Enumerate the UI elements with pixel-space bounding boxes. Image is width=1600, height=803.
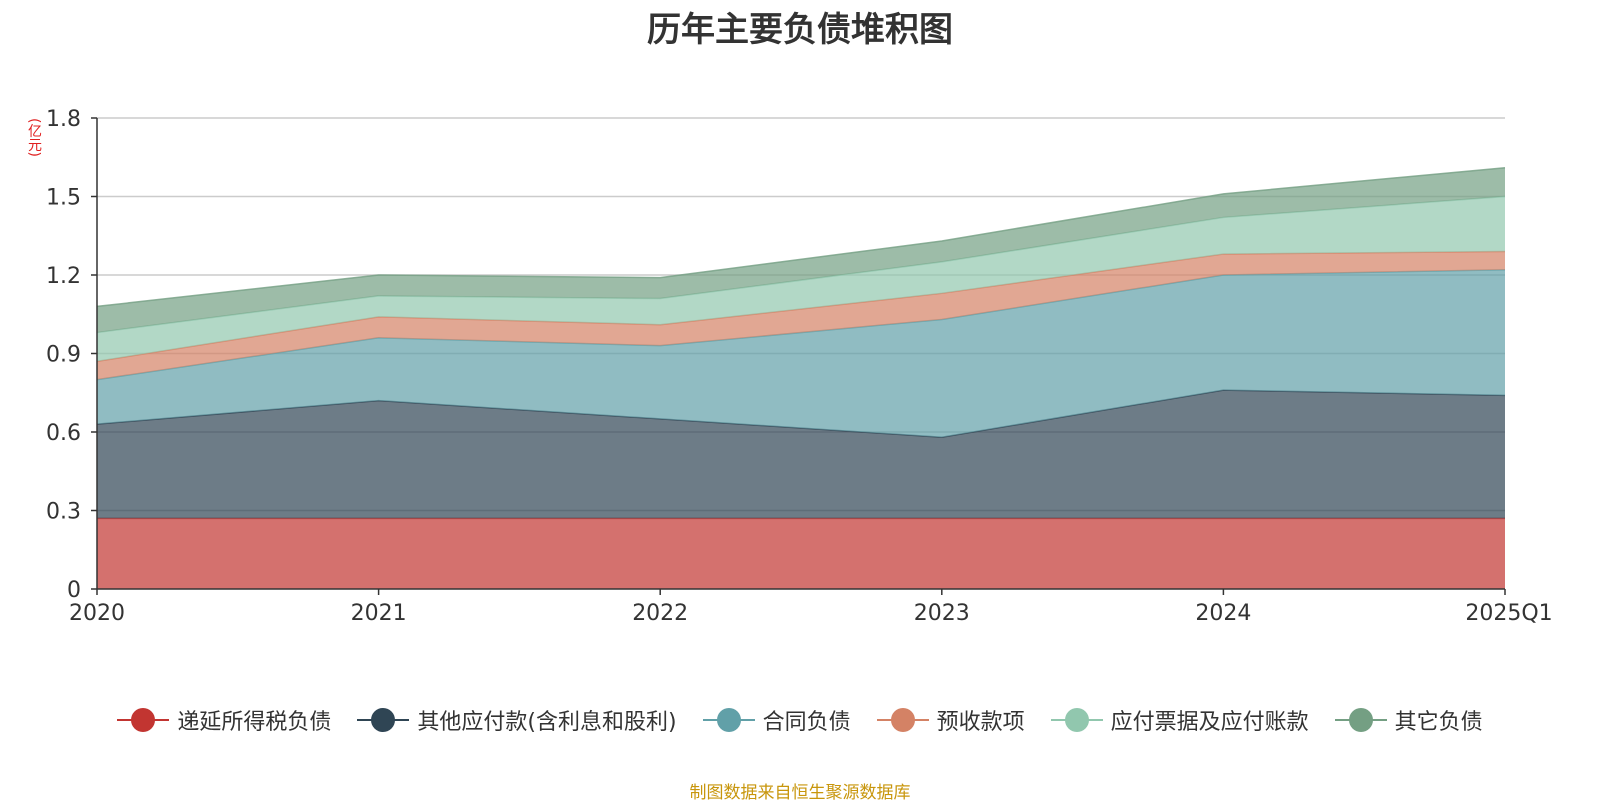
area-layer (96, 166, 1506, 589)
legend-marker-icon (1050, 708, 1103, 732)
legend-label: 合同负债 (762, 710, 851, 735)
x-tick-label: 2020 (69, 601, 125, 626)
y-tick-label: 1.2 (46, 264, 81, 289)
x-tick-label: 2025Q1 (1465, 601, 1552, 626)
legend-item[interactable]: 预收款项 (876, 704, 1025, 736)
chart-title: 历年主要负债堆积图 (647, 10, 953, 50)
area-edge-3 (96, 250, 1506, 363)
legend-label: 其它负债 (1394, 710, 1483, 735)
x-tick-label: 2024 (1195, 601, 1251, 626)
x-tick-label: 2023 (914, 601, 970, 626)
legend-marker-icon (702, 708, 755, 732)
legend-marker-icon (357, 708, 410, 732)
legend-item[interactable]: 合同负债 (702, 704, 851, 736)
chart-legend: 递延所得税负债 其他应付款(含利息和股利) 合同负债 预收款项 应付票据及应付账款 其它负… (0, 700, 1600, 740)
y-tick-label: 1.5 (46, 186, 81, 211)
legend-label: 递延所得税负债 (177, 710, 332, 735)
x-tick-label: 2021 (351, 601, 407, 626)
y-tick-label: 0 (67, 578, 81, 603)
legend-marker-icon (876, 708, 929, 732)
y-tick-label: 0.3 (46, 500, 81, 525)
area-series-4 (97, 196, 1505, 362)
y-tick-label: 0.9 (46, 343, 81, 368)
area-series-5 (97, 167, 1505, 333)
legend-item[interactable]: 递延所得税负债 (117, 704, 331, 736)
axis-layer: 0 0.3 0.6 0.9 1.2 1.5 1.8 2020 2021 2022 2023 2024 2… (46, 107, 1553, 626)
legend-label: 预收款项 (936, 710, 1025, 735)
legend-label: 应付票据及应付账款 (1110, 710, 1309, 735)
legend-item[interactable]: 其他应付款(含利息和股利) (357, 704, 677, 736)
legend-item[interactable]: 其它负债 (1334, 704, 1483, 736)
x-tick-label: 2022 (632, 601, 688, 626)
data-source-note: 制图数据来自恒生聚源数据库 (689, 783, 911, 803)
area-series-3 (97, 251, 1505, 380)
legend-marker-icon (117, 708, 170, 732)
legend-item[interactable]: 应付票据及应付账款 (1050, 704, 1309, 736)
y-tick-label: 0.6 (46, 421, 81, 446)
y-tick-label: 1.8 (46, 107, 81, 132)
legend-marker-icon (1334, 708, 1387, 732)
legend-label: 其他应付款(含利息和股利) (417, 710, 677, 735)
area-edge-5 (96, 166, 1506, 308)
y-axis-unit-label: (亿元) (26, 118, 42, 157)
area-series-0 (97, 518, 1505, 589)
area-series-2 (97, 269, 1505, 438)
area-series-1 (97, 390, 1505, 519)
